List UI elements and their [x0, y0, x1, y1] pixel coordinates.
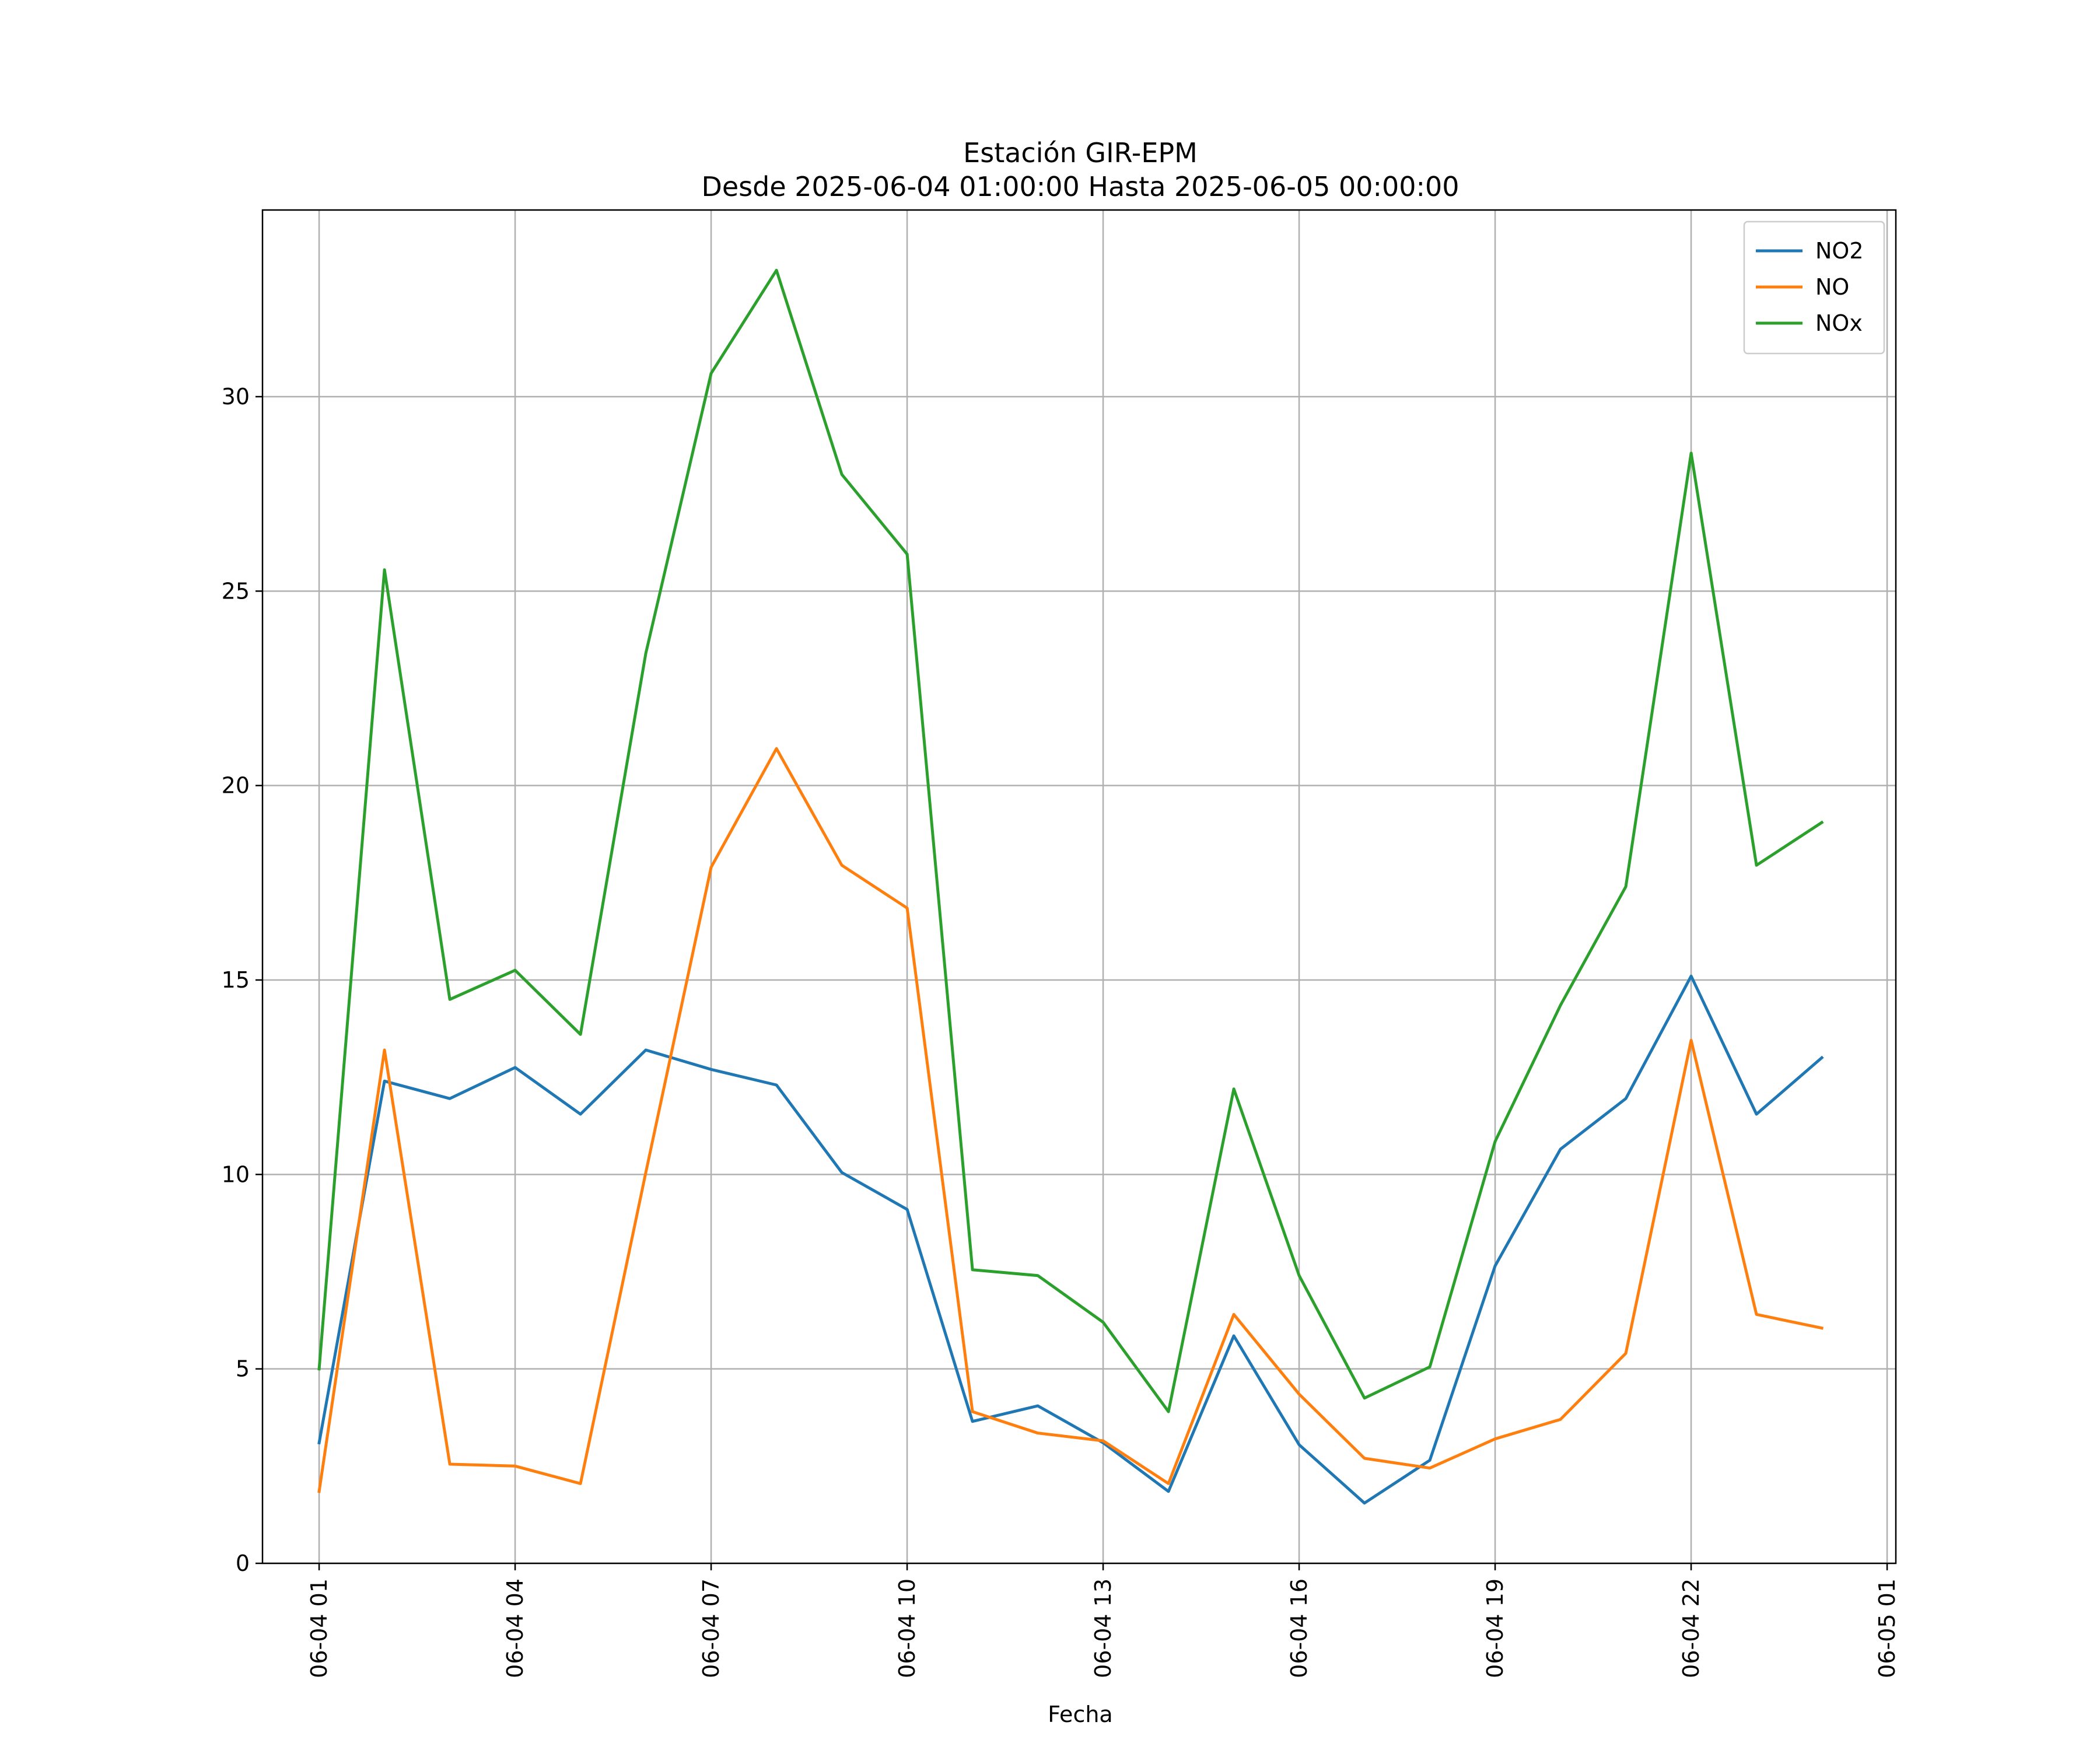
series-line-nox [317, 268, 1824, 1413]
series-line-no2 [317, 974, 1824, 1505]
legend: NO2 NO NOx [1743, 220, 1885, 355]
series-line-no [317, 747, 1824, 1493]
y-tick-label: 5 [236, 1356, 250, 1382]
x-tick-label: 06-04 01 [306, 1578, 332, 1678]
y-tick-label: 30 [222, 384, 250, 410]
x-axis: 06-04 01 06-04 04 06-04 07 06-04 10 06-04 13… [306, 1563, 1900, 1678]
y-tick-label: 10 [222, 1161, 250, 1187]
x-tick-label: 06-04 04 [502, 1578, 528, 1678]
x-axis-label: Fecha [1048, 1702, 1112, 1727]
legend-label-nox: NOx [1815, 310, 1863, 336]
x-tick-label: 06-05 01 [1874, 1578, 1900, 1678]
x-tick-label: 06-04 07 [698, 1578, 724, 1678]
x-tick-label: 06-04 16 [1286, 1578, 1312, 1678]
legend-label-no: NO [1815, 274, 1849, 300]
legend-label-no2: NO2 [1815, 238, 1864, 264]
chart-title: Estación GIR-EPM [963, 137, 1198, 169]
y-tick-label: 25 [222, 578, 250, 604]
x-tick-label: 06-04 13 [1090, 1578, 1116, 1678]
y-tick-label: 0 [236, 1550, 250, 1576]
x-tick-label: 06-04 10 [894, 1578, 920, 1678]
chart-subtitle: Desde 2025-06-04 01:00:00 Hasta 2025-06-… [701, 171, 1459, 202]
grid-lines [262, 210, 1896, 1564]
plot-area-frame [261, 209, 1897, 1564]
series-group [317, 268, 1824, 1505]
y-axis: 0 5 10 15 20 25 30 [222, 384, 262, 1576]
y-tick-label: 15 [222, 967, 250, 993]
x-tick-label: 06-04 19 [1482, 1578, 1508, 1678]
x-tick-label: 06-04 22 [1678, 1578, 1704, 1678]
legend-box [1743, 220, 1885, 355]
y-tick-label: 20 [222, 773, 250, 799]
